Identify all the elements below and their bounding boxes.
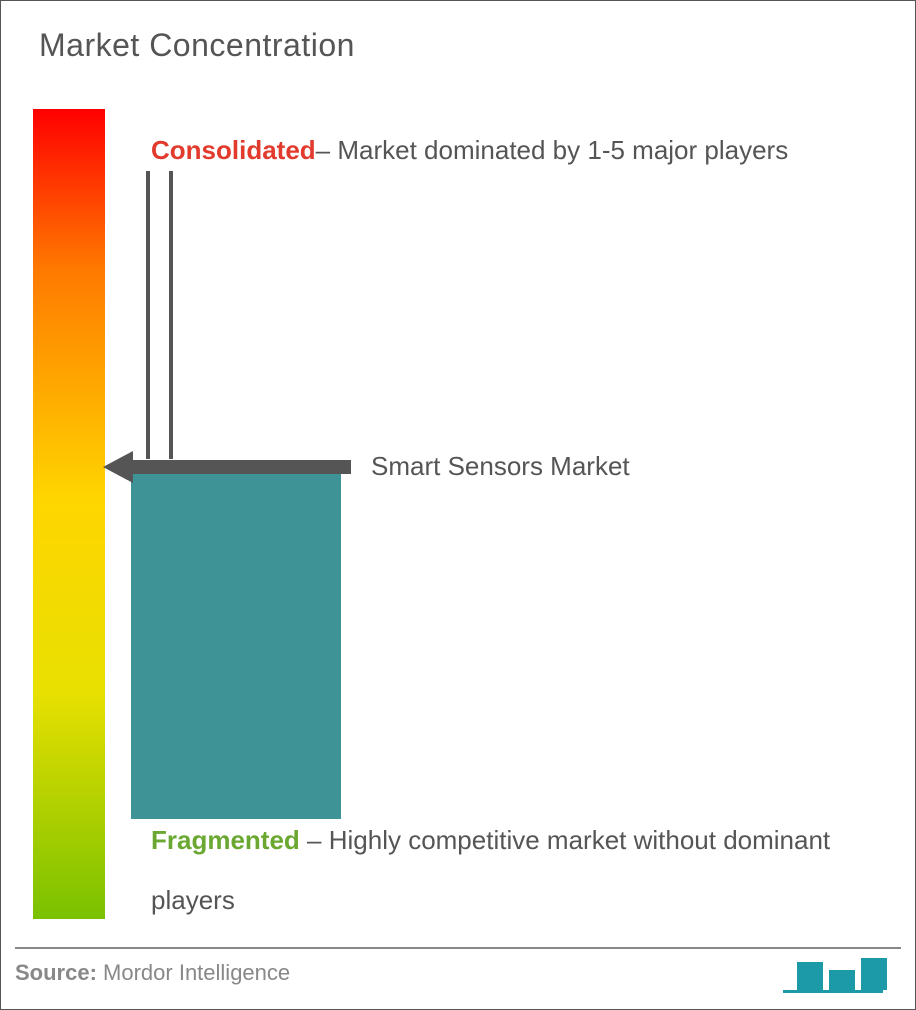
market-arrow — [103, 451, 351, 491]
concentration-gradient-bar — [33, 109, 105, 919]
source-text: Source: Mordor Intelligence — [15, 960, 290, 986]
source-label: Source: — [15, 960, 97, 985]
consolidated-keyword: Consolidated — [151, 135, 316, 165]
market-name-label: Smart Sensors Market — [371, 451, 630, 482]
arrow-shaft — [129, 460, 351, 474]
fragmented-keyword: Fragmented — [151, 825, 300, 855]
mordor-logo-icon — [791, 953, 901, 993]
gradient-svg — [33, 109, 105, 919]
fragmented-label: Fragmented – Highly competitive market w… — [151, 811, 875, 931]
consolidated-label: Consolidated– Market dominated by 1-5 ma… — [151, 121, 875, 181]
footer: Source: Mordor Intelligence — [15, 947, 901, 991]
consolidated-rest: – Market dominated by 1-5 major players — [316, 135, 789, 165]
chart-container: Market Concentration Consolidated– Marke… — [0, 0, 916, 1010]
connector-line-2 — [169, 171, 173, 459]
chart-title: Market Concentration — [39, 27, 355, 64]
source-value: Mordor Intelligence — [97, 960, 290, 985]
connector-line-1 — [146, 171, 150, 459]
market-position-box — [131, 471, 341, 819]
